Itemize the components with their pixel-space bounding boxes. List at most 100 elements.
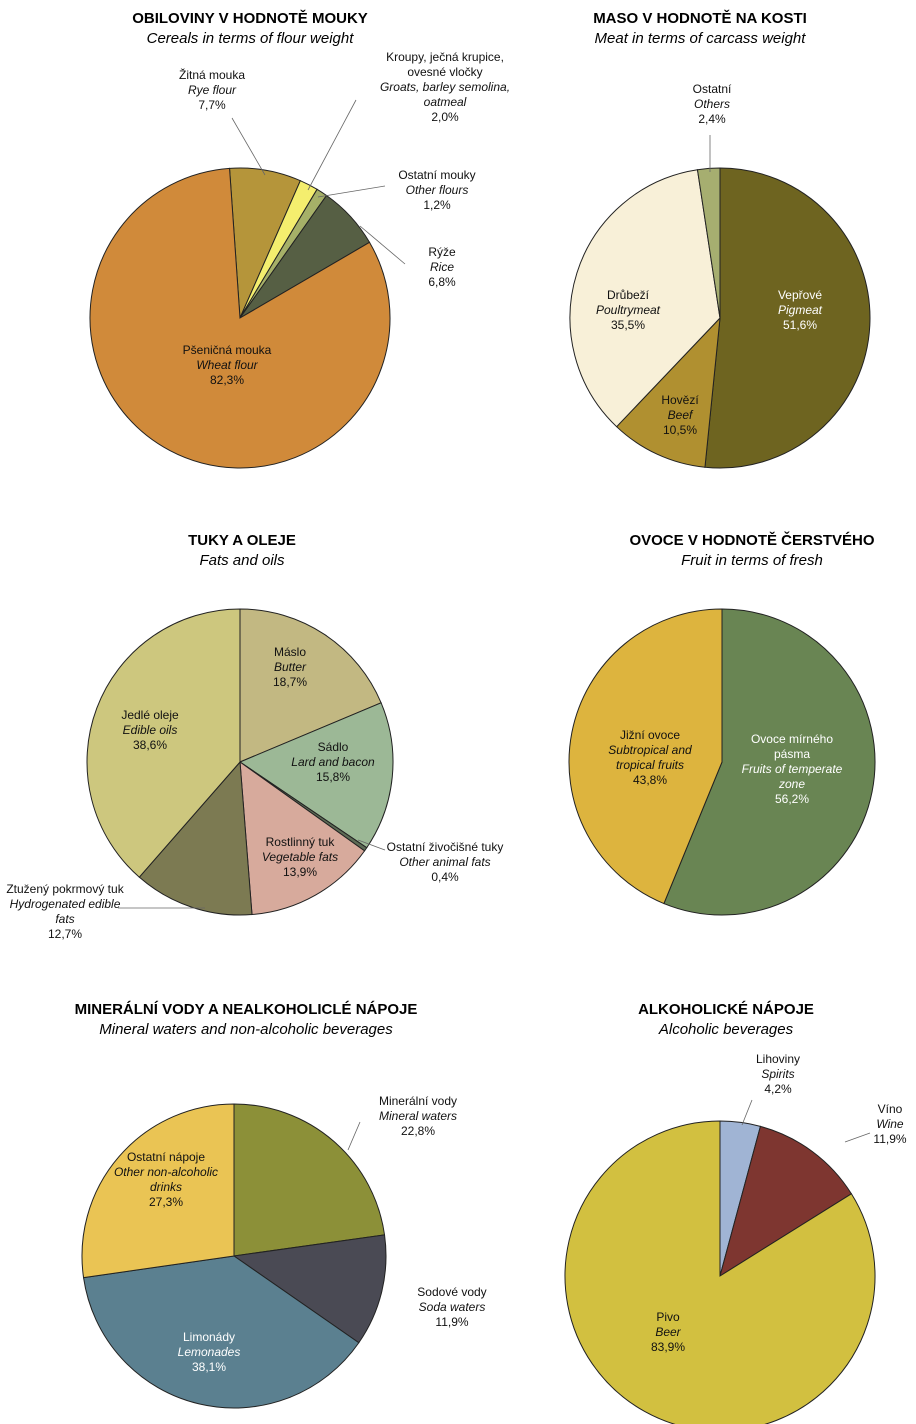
slice-label: Lihoviny Spirits 4,2%	[738, 1052, 818, 1097]
value-label: 7,7%	[198, 98, 226, 112]
leader-line	[231, 117, 266, 176]
value-label: 56,2%	[774, 792, 810, 806]
slice-label: Ostatní mouky Other flours 1,2%	[377, 168, 497, 213]
leader-line	[307, 99, 357, 191]
slice-name: Pšeničná mouka	[182, 343, 272, 357]
slice-name: Ovoce mírného pásma	[750, 732, 834, 761]
slice-name: Ostatní mouky	[398, 168, 476, 182]
chart-subtitle: Fats and oils	[199, 552, 285, 569]
slice-name: Lihoviny	[755, 1052, 801, 1066]
chart-title: TUKY A OLEJE	[188, 532, 296, 549]
value-label: 38,1%	[191, 1360, 227, 1374]
value-label: 10,5%	[662, 423, 698, 437]
value-label: 12,7%	[47, 927, 83, 941]
pie-slice	[138, 760, 253, 916]
slice-label: Sodové vody Soda waters 11,9%	[397, 1285, 507, 1330]
slice-label: Hovězí Beef 10,5%	[640, 393, 720, 438]
value-label: 22,8%	[400, 1124, 436, 1138]
slice-name-en: Hydrogenated edible fats	[9, 897, 121, 926]
slice-label: Ostatní Others 2,4%	[672, 82, 752, 127]
slice-name-en: Other flours	[405, 183, 469, 197]
pie-slice	[238, 702, 394, 849]
slice-label: Ztužený pokrmový tuk Hydrogenated edible …	[0, 882, 130, 942]
pie-slice	[81, 1103, 235, 1279]
chart-title: ALKOHOLICKÉ NÁPOJE	[638, 1001, 814, 1018]
slice-name: Limonády	[182, 1330, 236, 1344]
pie-slice	[704, 167, 871, 469]
value-label: 2,4%	[698, 112, 726, 126]
value-label: 6,8%	[428, 275, 456, 289]
pie-slice	[568, 608, 723, 905]
leader-line	[741, 1099, 753, 1126]
slice-name-en: Rice	[429, 260, 454, 274]
slice-label: Víno Wine 11,9%	[860, 1102, 916, 1147]
slice-name-en: Rye flour	[187, 83, 237, 97]
slice-name: Ostatní nápoje	[126, 1150, 206, 1164]
chart-title: MINERÁLNÍ VODY A NEALKOHOLICLÉ NÁPOJE	[74, 1001, 418, 1018]
pie-slice	[233, 1103, 386, 1257]
slice-label: Ostatní nápoje Other non-alcoholic drinks…	[106, 1150, 226, 1210]
slice-name: Víno	[877, 1102, 903, 1116]
slice-name: Vepřové	[777, 288, 823, 302]
slice-label: Máslo Butter 18,7%	[245, 645, 335, 690]
pie-slice	[239, 760, 366, 916]
value-label: 18,7%	[272, 675, 308, 689]
slice-name-en: Butter	[273, 660, 306, 674]
slice-name-en: Other non-alcoholic drinks	[113, 1165, 219, 1194]
slice-name-en: Soda waters	[418, 1300, 486, 1314]
slice-name: Rýže	[428, 245, 456, 259]
slice-label: Minerální vody Mineral waters 22,8%	[358, 1094, 478, 1139]
slice-name: Rostlinný tuk	[265, 835, 335, 849]
slice-name-en: Mineral waters	[378, 1109, 458, 1123]
chart-subtitle: Alcoholic beverages	[658, 1021, 794, 1038]
slice-label: Sádlo Lard and bacon 15,8%	[278, 740, 388, 785]
slice-name-en: Others	[693, 97, 730, 111]
slice-label: Rýže Rice 6,8%	[392, 245, 492, 290]
leader-line	[347, 1121, 361, 1151]
slice-name-en: Beer	[655, 1325, 681, 1339]
slice-name-en: Wheat flour	[196, 358, 258, 372]
chart-title: OVOCE V HODNOTĚ ČERSTVÉHO	[629, 532, 875, 549]
slice-label: Žitná mouka Rye flour 7,7%	[152, 68, 272, 113]
value-label: 51,6%	[782, 318, 818, 332]
slice-name: Minerální vody	[378, 1094, 458, 1108]
pie-slice	[569, 169, 721, 428]
value-label: 43,8%	[632, 773, 668, 787]
slice-name-en: Groats, barley semolina, oatmeal	[379, 80, 511, 109]
pie-slice	[239, 608, 382, 763]
slice-label: Rostlinný tuk Vegetable fats 13,9%	[245, 835, 355, 880]
leader-line	[359, 225, 406, 265]
slice-name-en: Wine	[876, 1117, 904, 1131]
slice-name: Hovězí	[661, 393, 699, 407]
slice-name: Kroupy, ječná krupice, ovesné vločky	[386, 50, 504, 79]
value-label: 11,9%	[873, 1132, 907, 1146]
pie-slice	[719, 1125, 853, 1278]
chart-title: MASO V HODNOTĚ NA KOSTI	[593, 10, 807, 27]
value-label: 38,6%	[132, 738, 168, 752]
pie-slice	[232, 1234, 387, 1344]
slice-label: Jižní ovoce Subtropical and tropical frui…	[590, 728, 710, 788]
slice-name-en: Other animal fats	[399, 855, 491, 869]
slice-name-en: Lemonades	[177, 1345, 241, 1359]
slice-name: Drůbeží	[606, 288, 650, 302]
pie-slice	[82, 1255, 360, 1409]
slice-name: Máslo	[273, 645, 306, 659]
pie-slice	[564, 1120, 876, 1424]
slice-name-en: Vegetable fats	[261, 850, 339, 864]
value-label: 83,9%	[650, 1340, 686, 1354]
value-label: 0,4%	[431, 870, 459, 884]
chart-subtitle: Fruit in terms of fresh	[681, 552, 823, 569]
slice-name-en: Spirits	[761, 1067, 795, 1081]
slice-name-en: Beef	[667, 408, 693, 422]
slice-name-en: Subtropical and tropical fruits	[608, 743, 692, 772]
slice-name: Sodové vody	[417, 1285, 487, 1299]
slice-name-en: Edible oils	[122, 723, 178, 737]
slice-label: Ovoce mírného pásma Fruits of temperate z…	[732, 732, 852, 807]
slice-name: Žitná mouka	[178, 68, 246, 82]
value-label: 2,0%	[431, 110, 459, 124]
slice-label: Vepřové Pigmeat 51,6%	[750, 288, 850, 333]
value-label: 35,5%	[610, 318, 646, 332]
slice-name-en: Fruits of temperate zone	[741, 762, 843, 791]
value-label: 4,2%	[764, 1082, 792, 1096]
